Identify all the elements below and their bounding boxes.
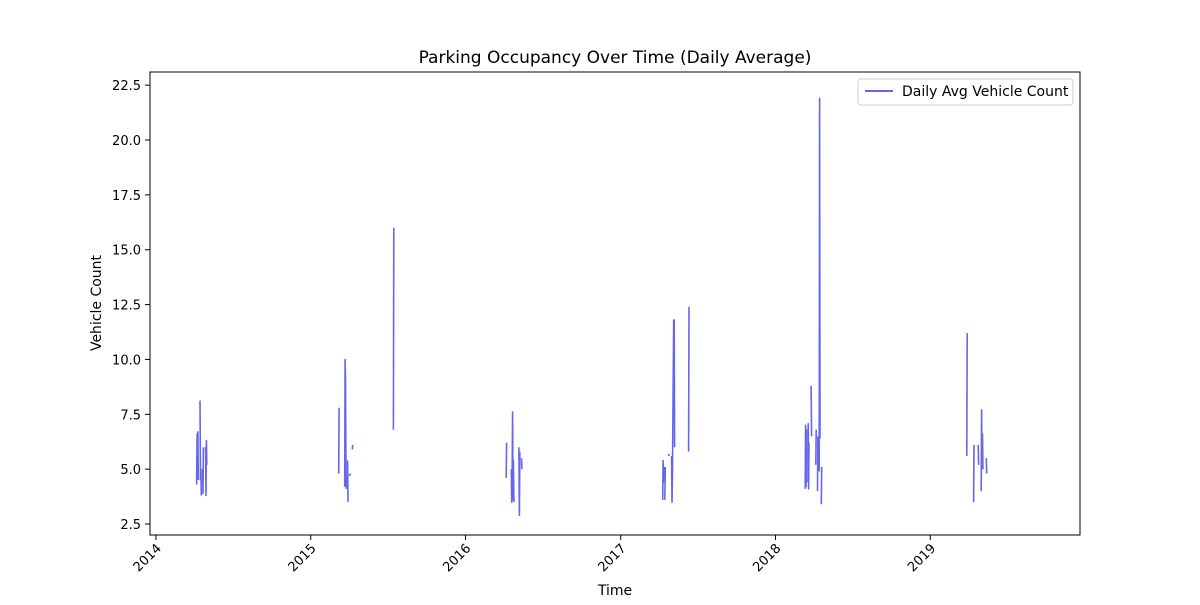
- chart-title: Parking Occupancy Over Time (Daily Avera…: [419, 48, 812, 68]
- series-line-segment: [805, 425, 807, 489]
- x-tick-label: 2017: [596, 541, 630, 575]
- y-tick-label: 2.5: [120, 518, 141, 533]
- x-tick-label: 2018: [750, 541, 784, 575]
- y-tick-label: 20.0: [112, 134, 141, 149]
- series-line-segment: [811, 386, 812, 437]
- series-line-segment: [197, 432, 199, 485]
- y-axis-label: Vehicle Count: [89, 254, 105, 351]
- series-line-segment: [200, 401, 202, 495]
- y-tick-label: 7.5: [120, 408, 141, 423]
- x-tick-label: 2019: [905, 541, 939, 575]
- plot-series: [197, 98, 987, 515]
- series-line-segment: [519, 447, 520, 515]
- series-line-segment: [819, 98, 820, 471]
- legend-label: Daily Avg Vehicle Count: [902, 84, 1069, 100]
- x-tick-label: 2015: [286, 541, 320, 575]
- series-line-segment: [349, 474, 350, 476]
- series-line-segment: [345, 360, 347, 489]
- y-tick-label: 22.5: [112, 79, 141, 94]
- y-tick-label: 15.0: [112, 244, 141, 259]
- series-line-segment: [511, 412, 514, 502]
- series-line-segment: [672, 320, 675, 502]
- y-axis-ticks: 2.5 5.0 7.5 10.0 12.5 15.0 17.5 20.0 22.5: [112, 79, 150, 533]
- series-line-segment: [206, 441, 207, 496]
- plot-frame: [150, 72, 1080, 535]
- series-line-segment: [203, 447, 204, 493]
- series-line-segment: [663, 460, 664, 500]
- y-tick-label: 5.0: [120, 463, 141, 478]
- x-axis-label: Time: [597, 583, 632, 599]
- series-line-segment: [808, 423, 809, 489]
- x-tick-label: 2016: [440, 541, 474, 575]
- y-tick-label: 12.5: [112, 299, 141, 314]
- series-line-segment: [665, 467, 666, 500]
- x-tick-label: 2014: [131, 541, 165, 575]
- x-axis-ticks: 2014 2015 2016 2017 2018 2019: [131, 535, 939, 575]
- series-line-segment: [981, 410, 983, 491]
- y-tick-label: 10.0: [112, 353, 141, 368]
- series-line-segment: [669, 454, 670, 456]
- legend: Daily Avg Vehicle Count: [858, 79, 1073, 105]
- y-tick-label: 17.5: [112, 189, 141, 204]
